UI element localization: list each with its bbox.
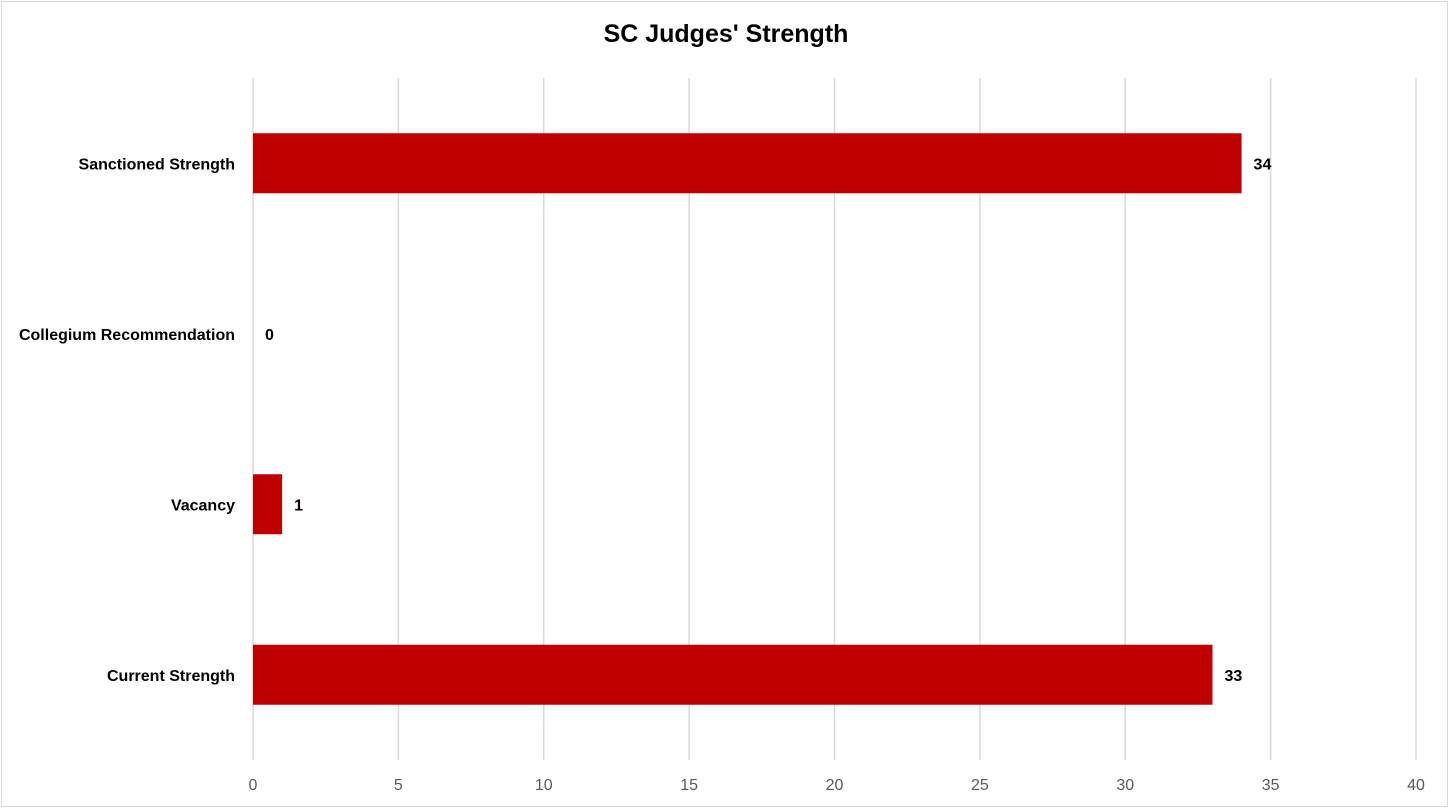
data-labels: 34 0 1 33 [265,156,1271,685]
category-label: Current Strength [107,668,235,685]
x-axis-tick-labels: 0 5 10 15 20 25 30 35 40 [249,777,1425,794]
x-tick-label: 5 [394,777,403,794]
category-label: Collegium Recommendation [19,327,235,344]
data-label: 1 [294,497,303,514]
bar [253,644,1213,705]
data-label: 33 [1224,668,1242,685]
bar [253,133,1242,194]
x-tick-label: 40 [1407,777,1425,794]
x-tick-label: 15 [680,777,698,794]
category-label: Vacancy [171,497,235,514]
category-label: Sanctioned Strength [79,156,235,173]
x-tick-label: 25 [971,777,989,794]
chart-title: SC Judges' Strength [604,20,849,48]
x-tick-label: 20 [826,777,844,794]
x-tick-label: 30 [1116,777,1134,794]
data-label: 34 [1254,156,1272,173]
x-tick-label: 0 [249,777,258,794]
bars [253,133,1242,705]
bar [253,474,283,535]
x-tick-label: 35 [1262,777,1280,794]
category-labels: Sanctioned Strength Collegium Recommendat… [19,156,235,685]
data-label: 0 [265,327,274,344]
x-tick-label: 10 [535,777,553,794]
